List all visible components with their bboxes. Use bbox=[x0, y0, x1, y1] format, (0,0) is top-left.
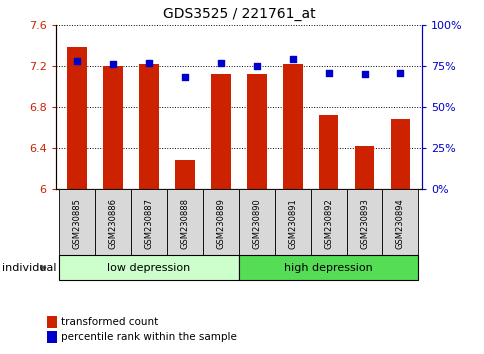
Bar bbox=[390, 119, 409, 189]
Text: GSM230885: GSM230885 bbox=[73, 198, 82, 249]
Text: GSM230890: GSM230890 bbox=[252, 198, 261, 249]
Point bbox=[181, 75, 188, 80]
Text: low depression: low depression bbox=[107, 263, 190, 273]
Bar bbox=[382, 189, 418, 255]
Bar bbox=[202, 189, 238, 255]
Text: GSM230889: GSM230889 bbox=[216, 198, 225, 249]
Bar bbox=[103, 66, 123, 189]
Point bbox=[145, 60, 152, 65]
Bar bbox=[166, 189, 202, 255]
Bar bbox=[59, 189, 95, 255]
Text: GSM230886: GSM230886 bbox=[108, 198, 118, 249]
Bar bbox=[47, 316, 57, 328]
Text: GSM230893: GSM230893 bbox=[359, 198, 368, 249]
Point bbox=[396, 70, 404, 75]
Bar bbox=[238, 255, 418, 280]
Bar bbox=[211, 74, 230, 189]
Bar bbox=[274, 189, 310, 255]
Text: percentile rank within the sample: percentile rank within the sample bbox=[60, 332, 236, 342]
Bar bbox=[310, 189, 346, 255]
Bar bbox=[346, 189, 382, 255]
Text: GSM230891: GSM230891 bbox=[287, 198, 297, 249]
Point bbox=[109, 62, 117, 67]
Bar bbox=[67, 47, 87, 189]
Bar bbox=[95, 189, 131, 255]
Bar bbox=[238, 189, 274, 255]
Bar bbox=[131, 189, 166, 255]
Bar bbox=[246, 74, 266, 189]
Bar bbox=[175, 160, 195, 189]
Point bbox=[73, 58, 81, 64]
Bar bbox=[318, 115, 338, 189]
Bar bbox=[47, 331, 57, 343]
Text: GSM230887: GSM230887 bbox=[144, 198, 153, 249]
Point bbox=[253, 63, 260, 69]
Text: individual: individual bbox=[2, 263, 57, 273]
Point bbox=[360, 72, 368, 77]
Bar bbox=[139, 64, 159, 189]
Point bbox=[324, 70, 332, 75]
Text: GSM230888: GSM230888 bbox=[180, 198, 189, 249]
Title: GDS3525 / 221761_at: GDS3525 / 221761_at bbox=[162, 7, 315, 21]
Bar bbox=[354, 146, 374, 189]
Text: GSM230892: GSM230892 bbox=[323, 198, 333, 249]
Point bbox=[288, 57, 296, 62]
Text: high depression: high depression bbox=[284, 263, 372, 273]
Bar bbox=[282, 64, 302, 189]
Point bbox=[216, 60, 224, 65]
Text: GSM230894: GSM230894 bbox=[395, 198, 404, 249]
Text: transformed count: transformed count bbox=[60, 317, 158, 327]
Bar bbox=[59, 255, 239, 280]
